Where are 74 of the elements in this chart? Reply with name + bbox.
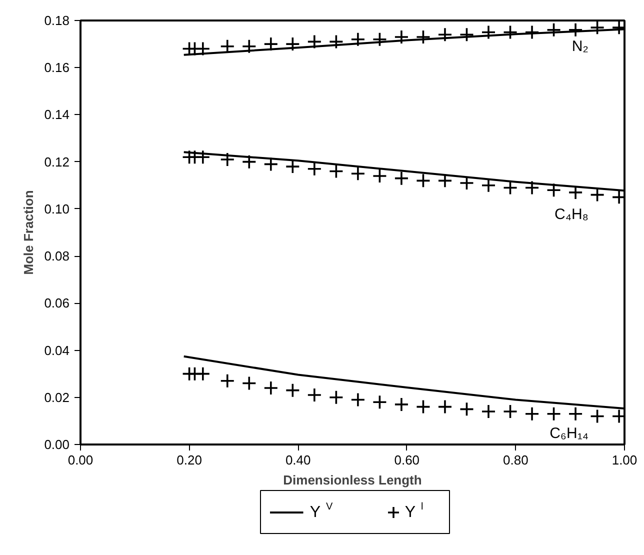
x-tick-label: 0.80 xyxy=(503,452,528,468)
point xyxy=(502,180,518,196)
y-tick-label: 0.02 xyxy=(44,390,70,405)
point xyxy=(546,406,562,422)
point xyxy=(196,366,210,382)
point xyxy=(394,30,409,44)
point xyxy=(438,399,452,414)
point xyxy=(524,180,540,196)
point xyxy=(350,392,366,408)
point xyxy=(481,24,496,40)
y-tick-label: 0.08 xyxy=(44,248,70,264)
point xyxy=(590,20,605,35)
point xyxy=(590,187,605,202)
y-tick-label: 0.04 xyxy=(44,342,70,358)
x-tick-label: 1.00 xyxy=(612,452,638,468)
point xyxy=(590,408,605,424)
point xyxy=(264,36,278,52)
annotation: N₂ xyxy=(572,38,589,56)
point xyxy=(285,159,300,174)
point xyxy=(328,164,344,179)
point xyxy=(264,156,278,172)
x-tick-label: 0.20 xyxy=(176,452,202,468)
y-tick-label: 0.10 xyxy=(44,201,70,216)
point xyxy=(264,380,278,396)
x-tick-label: 0.40 xyxy=(285,452,311,468)
x-tick-label: 0.60 xyxy=(394,452,420,468)
point xyxy=(416,399,431,414)
point xyxy=(394,170,409,186)
point xyxy=(220,152,235,167)
point xyxy=(524,406,540,422)
point xyxy=(568,22,583,38)
point xyxy=(328,34,344,50)
point xyxy=(459,402,474,417)
point xyxy=(394,397,409,412)
point xyxy=(196,150,210,165)
point xyxy=(438,173,452,188)
y-tick-label: 0.06 xyxy=(44,296,70,311)
y-tick-label: 0.00 xyxy=(44,437,70,452)
point xyxy=(372,394,388,410)
point xyxy=(546,22,562,38)
point xyxy=(438,27,452,42)
point xyxy=(568,406,583,422)
point xyxy=(502,24,518,40)
point xyxy=(285,382,300,398)
point xyxy=(372,32,388,47)
y-tick-label: 0.12 xyxy=(44,154,70,170)
point xyxy=(220,374,235,388)
point xyxy=(372,168,388,184)
point xyxy=(502,404,518,419)
point xyxy=(459,27,474,42)
point xyxy=(307,388,322,402)
point xyxy=(196,41,210,56)
x-tick-label: 0.00 xyxy=(68,452,94,468)
x-axis-title: Dimensionless Length xyxy=(283,472,422,488)
point xyxy=(242,39,257,54)
y-tick-label: 0.16 xyxy=(44,60,70,76)
annotation: C₄H₈ xyxy=(554,206,589,224)
point xyxy=(416,30,431,44)
point xyxy=(350,32,366,47)
point xyxy=(242,376,257,391)
point xyxy=(481,404,496,419)
annotation: C₆H₁₄ xyxy=(550,425,589,442)
point xyxy=(546,182,562,198)
point xyxy=(524,24,540,40)
y-tick-label: 0.18 xyxy=(44,13,70,28)
point xyxy=(350,166,366,182)
point xyxy=(285,36,300,52)
point xyxy=(307,162,322,176)
point xyxy=(307,34,322,50)
y-tick-label: 0.14 xyxy=(44,107,70,122)
point xyxy=(328,390,344,405)
point xyxy=(242,154,257,170)
point xyxy=(416,173,431,188)
y-axis-title: Mole Fraction xyxy=(21,190,36,275)
